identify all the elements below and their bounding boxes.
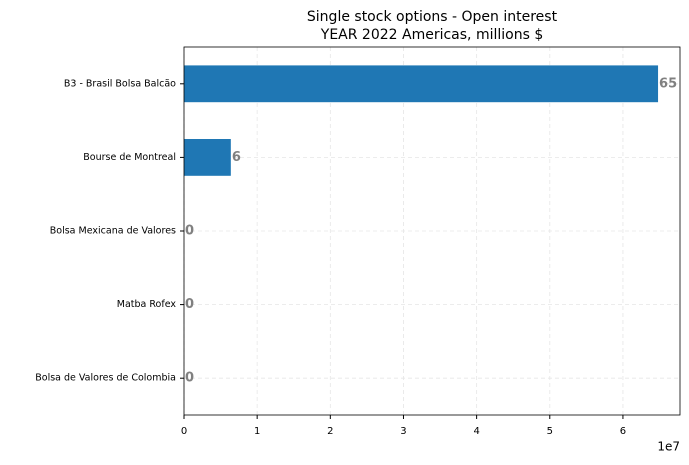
x-tick-label: 5 — [547, 426, 553, 437]
chart-subtitle: YEAR 2022 Americas, millions $ — [320, 27, 543, 43]
value-label: 6 — [232, 150, 241, 165]
x-tick-label: 4 — [473, 426, 479, 437]
value-label: 0 — [185, 297, 194, 312]
value-label: 0 — [185, 371, 194, 386]
x-tick-label: 2 — [327, 426, 333, 437]
plot-frame — [183, 46, 681, 416]
y-tick-label: Bourse de Montreal — [83, 152, 176, 163]
x-tick-label: 6 — [620, 426, 626, 437]
value-label: 65 — [659, 76, 677, 91]
value-label: 0 — [185, 224, 194, 239]
bar — [184, 65, 659, 103]
x-tick-label: 0 — [181, 426, 187, 437]
y-tick-label: Matba Rofex — [117, 299, 177, 310]
x-tick-label: 1 — [254, 426, 260, 437]
x-tick-label: 3 — [400, 426, 406, 437]
y-tick-label: Bolsa Mexicana de Valores — [50, 226, 176, 237]
chart-title: Single stock options - Open interest — [307, 9, 558, 25]
y-tick-label: Bolsa de Valores de Colombia — [35, 373, 176, 384]
bar — [184, 139, 231, 176]
x-offset-label: 1e7 — [657, 440, 680, 454]
y-tick-label: B3 - Brasil Bolsa Balcão — [64, 78, 176, 89]
